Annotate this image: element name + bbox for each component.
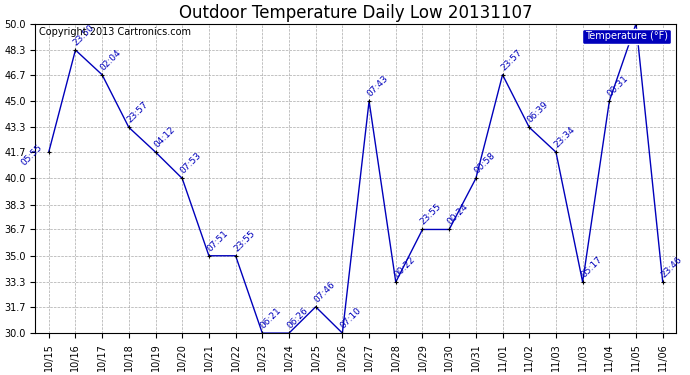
Point: [551, 149, 562, 155]
Text: 06:26: 06:26: [286, 306, 310, 330]
Point: [364, 98, 375, 104]
Point: [150, 149, 161, 155]
Point: [230, 253, 241, 259]
Point: [471, 176, 482, 181]
Text: 07:51: 07:51: [206, 228, 230, 253]
Text: 04:12: 04:12: [152, 125, 177, 149]
Point: [604, 98, 615, 104]
Point: [43, 149, 55, 155]
Point: [417, 226, 428, 232]
Point: [497, 72, 508, 78]
Text: Copyright 2013 Cartronics.com: Copyright 2013 Cartronics.com: [39, 27, 190, 37]
Point: [70, 47, 81, 53]
Point: [204, 253, 215, 259]
Text: 07:43: 07:43: [366, 74, 390, 98]
Text: 02:04: 02:04: [99, 48, 123, 72]
Text: 23:34: 23:34: [553, 125, 577, 149]
Point: [657, 279, 668, 285]
Point: [284, 330, 295, 336]
Text: 05:17: 05:17: [579, 255, 604, 279]
Legend: Temperature (°F): Temperature (°F): [582, 28, 671, 44]
Text: 00:31: 00:31: [606, 74, 631, 98]
Text: 06:21: 06:21: [259, 306, 284, 330]
Text: 23:55: 23:55: [232, 228, 257, 253]
Point: [97, 72, 108, 78]
Text: 23:57: 23:57: [126, 100, 150, 124]
Text: 06:39: 06:39: [526, 100, 551, 124]
Text: 23:57: 23:57: [499, 47, 524, 72]
Text: 23:46: 23:46: [659, 255, 684, 279]
Text: 23:50: 23:50: [72, 22, 97, 47]
Point: [257, 330, 268, 336]
Text: 00:24: 00:24: [446, 202, 470, 227]
Point: [177, 176, 188, 181]
Point: [124, 124, 135, 130]
Text: 00:22: 00:22: [392, 255, 417, 279]
Point: [631, 21, 642, 27]
Text: 05:55: 05:55: [20, 143, 45, 168]
Title: Outdoor Temperature Daily Low 20131107: Outdoor Temperature Daily Low 20131107: [179, 4, 533, 22]
Point: [444, 226, 455, 232]
Text: 07:10: 07:10: [339, 306, 364, 330]
Text: 23:55: 23:55: [419, 202, 444, 227]
Point: [524, 124, 535, 130]
Point: [577, 279, 588, 285]
Text: 00:58: 00:58: [472, 151, 497, 176]
Point: [337, 330, 348, 336]
Text: 07:53: 07:53: [179, 151, 204, 176]
Point: [310, 304, 322, 310]
Point: [391, 279, 402, 285]
Text: 07:46: 07:46: [312, 279, 337, 304]
